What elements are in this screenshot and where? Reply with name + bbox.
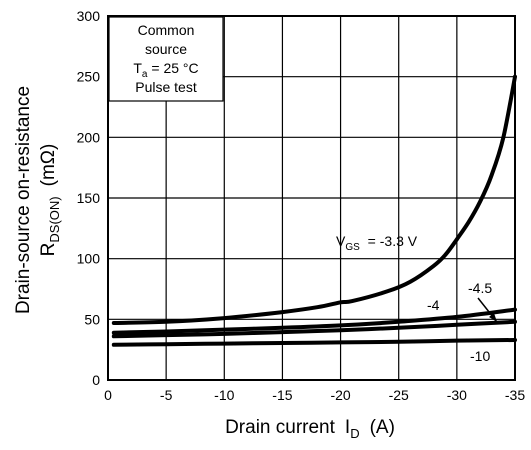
- series-line-2: [111, 319, 517, 339]
- y-tick-label: 300: [77, 8, 101, 24]
- x-tick-label: -5: [160, 387, 173, 403]
- x-tick-label: -35: [505, 387, 525, 403]
- legend-line: Common: [138, 22, 195, 38]
- x-axis-label-text: Drain current: [225, 417, 336, 438]
- x-tick-label: 0: [104, 387, 112, 403]
- series-line-1: [111, 307, 517, 335]
- x-tick-label: -30: [447, 387, 467, 403]
- y-tick-label: 0: [92, 372, 100, 388]
- legend-line: Pulse test: [135, 79, 197, 95]
- series-label: VGS = -3.3 V: [336, 233, 418, 253]
- legend-line: Ta = 25 °C: [133, 60, 198, 80]
- series-line-3: [111, 338, 517, 347]
- series-label: -10: [470, 348, 490, 364]
- series-layer: [111, 74, 517, 347]
- tick-labels: 0 -5 -10 -15 -20 -25 -30 -35 0 50 100 150 200 250 300: [77, 8, 526, 403]
- series-label: -4: [427, 297, 440, 313]
- legend-line: source: [145, 41, 187, 57]
- series-label: -4.5: [468, 280, 492, 296]
- x-tick-label: -20: [330, 387, 350, 403]
- series-labels: VGS = -3.3 V -4 -4.5 -10: [336, 233, 498, 364]
- y-axis-label-line1: Drain-source on-resistance: [13, 86, 34, 314]
- series-line-0: [111, 74, 517, 325]
- y-axis-label-line2: RDS(ON)(mΩ): [38, 144, 62, 257]
- x-tick-label: -10: [214, 387, 234, 403]
- x-tick-label: -25: [389, 387, 409, 403]
- y-tick-label: 200: [77, 129, 101, 145]
- y-tick-label: 50: [84, 311, 100, 327]
- label-leader-arrowhead: [489, 313, 497, 322]
- x-tick-label: -15: [272, 387, 292, 403]
- plot-frame: [107, 15, 516, 381]
- legend-box-bg: [108, 16, 224, 102]
- y-tick-label: 150: [77, 190, 101, 206]
- x-axis-label: Drain current ID (A): [225, 417, 395, 441]
- y-tick-label: 250: [77, 69, 101, 85]
- y-tick-label: 100: [77, 251, 101, 267]
- grid: [107, 15, 516, 381]
